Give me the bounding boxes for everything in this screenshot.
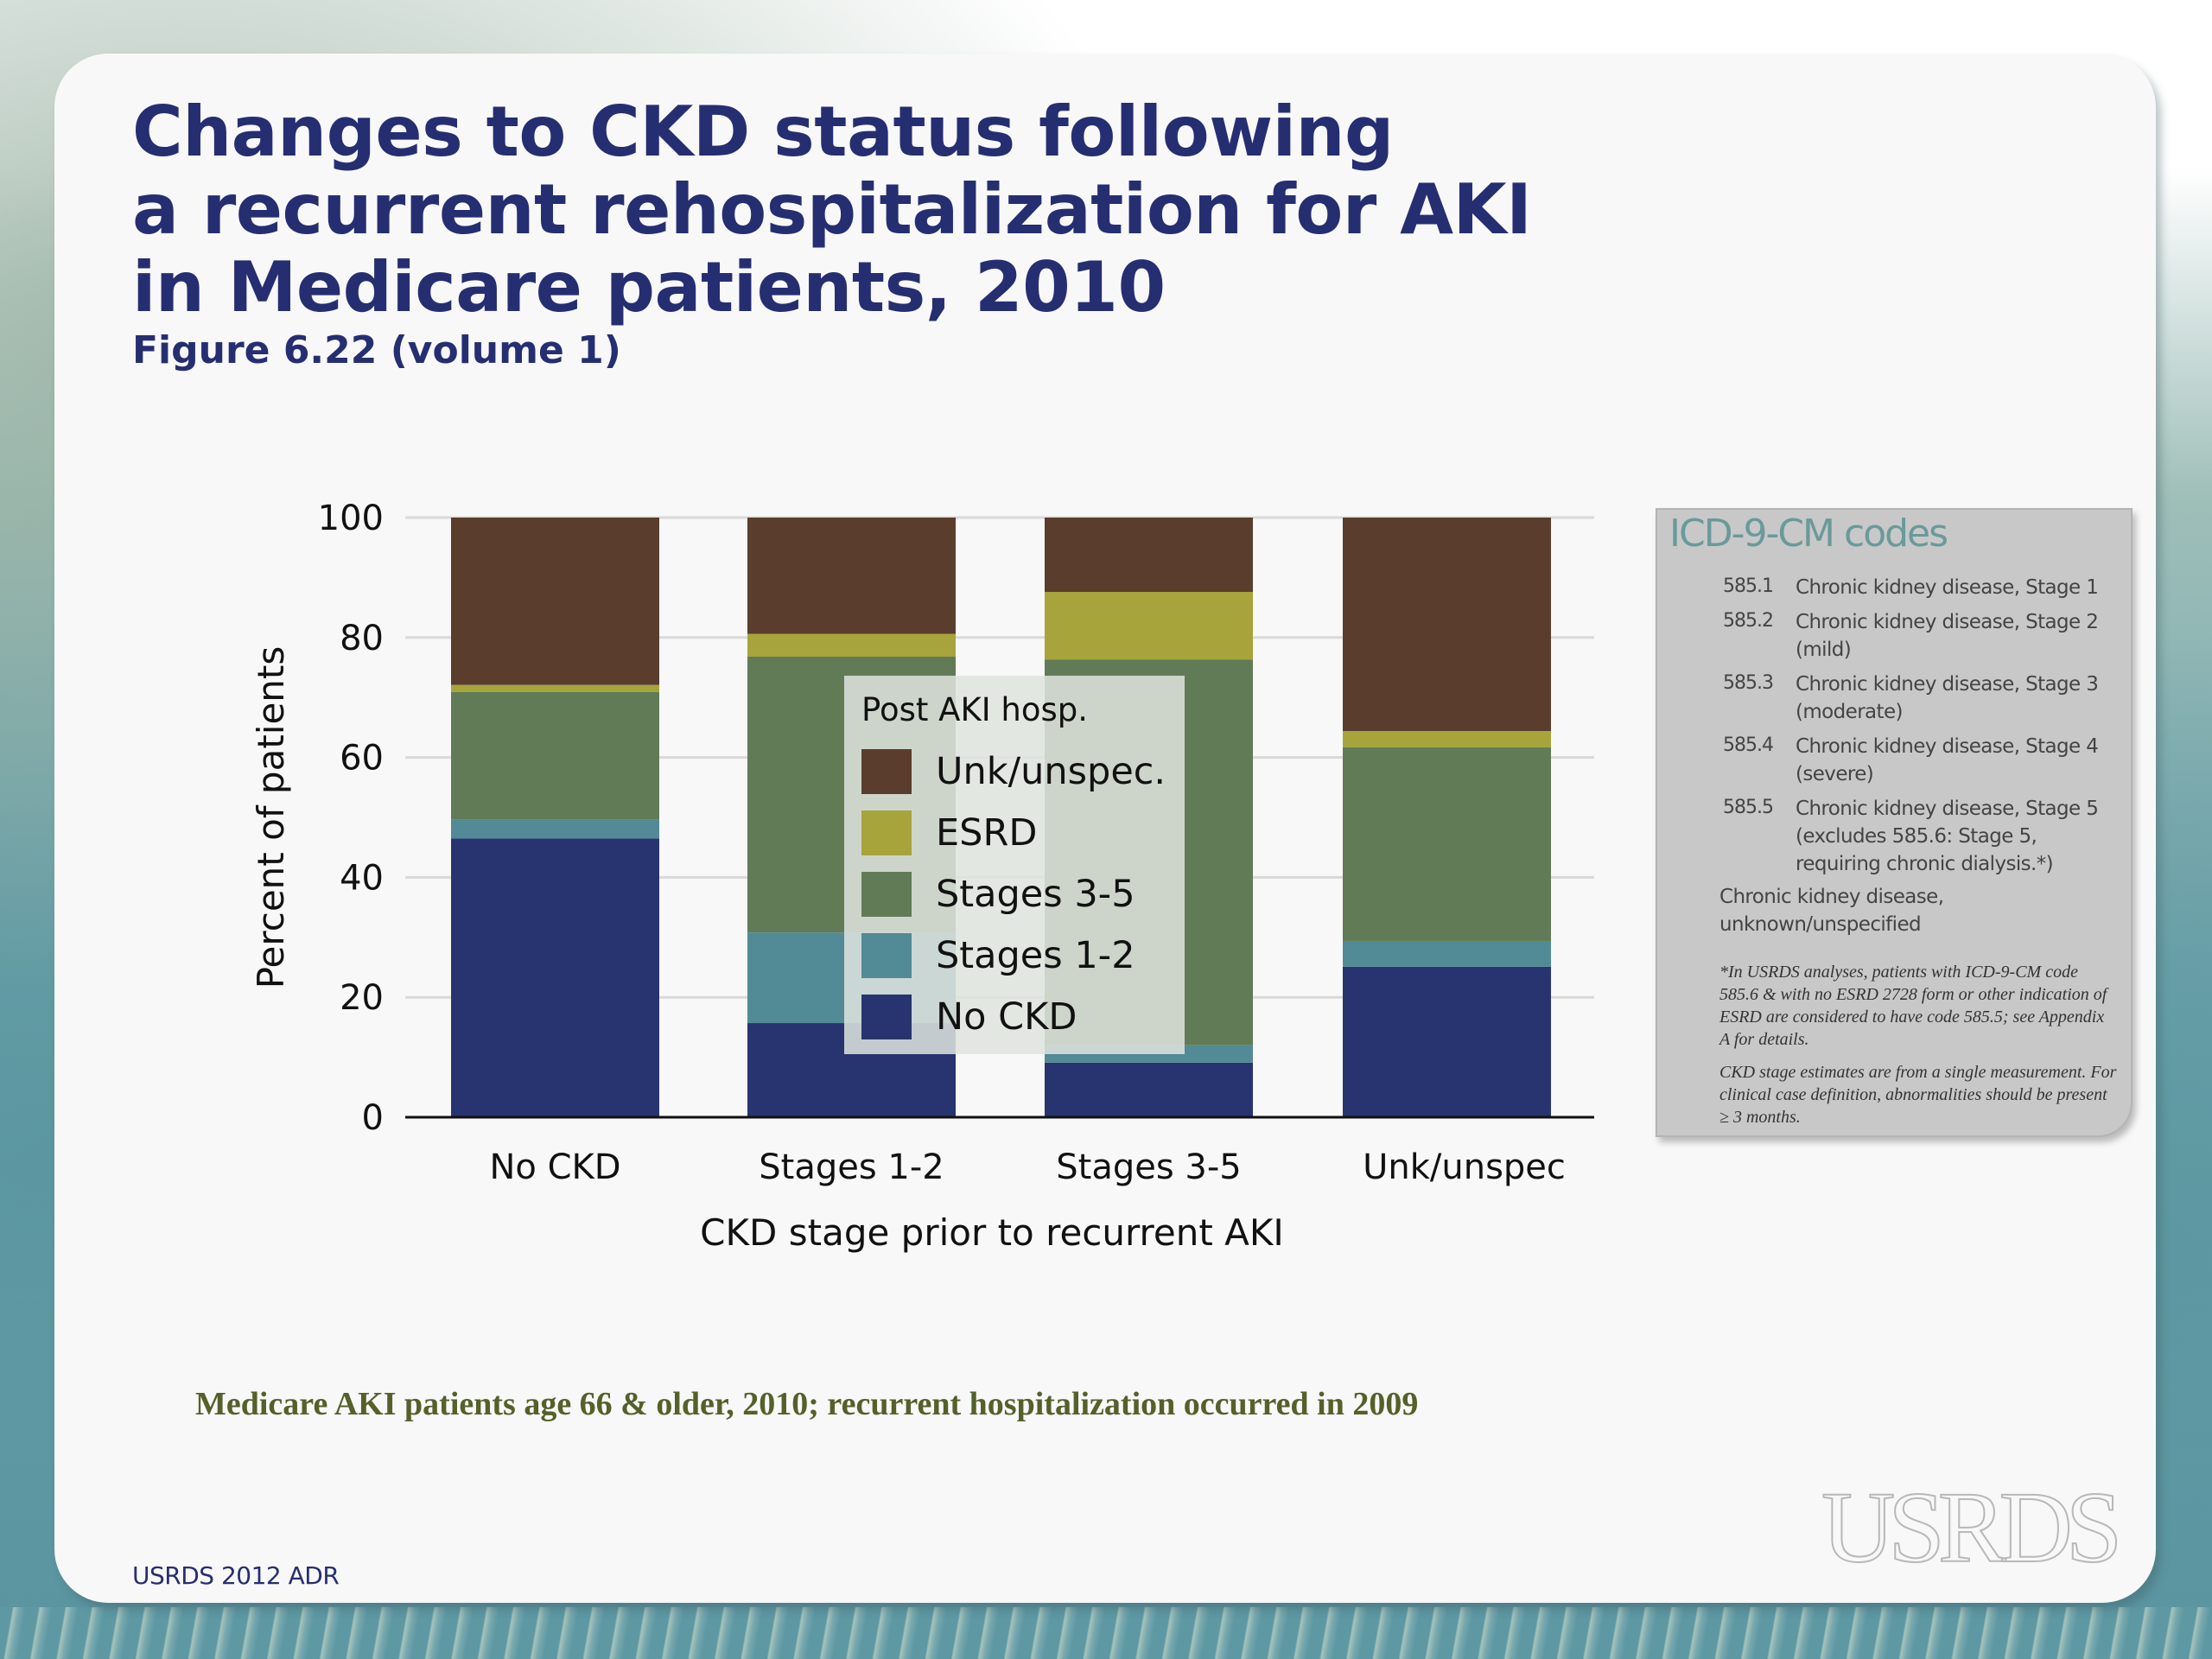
bar-segment	[747, 633, 956, 658]
icd-code: 585.2	[1723, 610, 1774, 632]
legend-label: No CKD	[936, 995, 1077, 1039]
icd-codes-panel: ICD-9-CM codes 585.1 Chronic kidney disea…	[1656, 508, 2133, 1137]
legend-swatch	[861, 810, 912, 855]
bar-segment	[1045, 592, 1253, 660]
y-tick-label: 100	[318, 499, 384, 538]
icd-code: 585.1	[1723, 575, 1774, 597]
legend-item: Stages 1-2	[861, 925, 1185, 986]
icd-code-row: 585.5 Chronic kidney disease, Stage 5 (ex…	[1723, 795, 2122, 878]
x-axis-title: CKD stage prior to recurrent AKI	[700, 1211, 1284, 1254]
legend-item: Stages 3-5	[861, 863, 1185, 925]
background-texture	[0, 1607, 2212, 1659]
legend-label: Unk/unspec.	[936, 749, 1166, 793]
bar-segment	[1343, 518, 1551, 732]
legend-item: Unk/unspec.	[861, 741, 1185, 802]
x-category-label: Stages 3-5	[1056, 1147, 1241, 1187]
footer-report-label: USRDS 2012 ADR	[132, 1561, 340, 1590]
title-line-3: in Medicare patients, 2010	[132, 247, 1166, 327]
bar-segment	[451, 518, 659, 685]
icd-panel-title: ICD-9-CM codes	[1669, 512, 1948, 556]
bar-segment	[451, 684, 659, 692]
legend-title: Post AKI hosp.	[861, 691, 1089, 728]
icd-code-row: 585.1 Chronic kidney disease, Stage 1	[1723, 574, 2122, 601]
bar-segment	[451, 819, 659, 839]
legend-swatch	[861, 932, 912, 978]
source-note: Medicare AKI patients age 66 & older, 20…	[195, 1386, 1419, 1422]
legend-swatch	[861, 994, 912, 1039]
y-tick-label: 60	[340, 739, 384, 779]
bar-segment	[1343, 731, 1551, 747]
y-tick-label: 80	[340, 619, 384, 658]
legend-swatch	[861, 871, 912, 917]
icd-code-row: 585.3 Chronic kidney disease, Stage 3 (mo…	[1723, 671, 2122, 726]
title-line-2: a recurrent rehospitalization for AKI	[132, 169, 1532, 250]
y-tick-labels: 0 20 40 60 80 100	[318, 499, 384, 1138]
bar-segment	[1045, 1062, 1253, 1117]
x-category-label: Unk/unspec	[1363, 1147, 1566, 1187]
y-tick-label: 40	[340, 858, 384, 898]
legend-label: Stages 3-5	[936, 872, 1135, 916]
icd-description: Chronic kidney disease, Stage 3 (moderat…	[1796, 673, 2099, 723]
slide-title: Changes to CKD status following a recurr…	[132, 92, 1532, 327]
icd-description: Chronic kidney disease, Stage 2 (mild)	[1796, 611, 2099, 661]
bar-segment	[451, 691, 659, 820]
ckd-stage-note: CKD stage estimates are from a single me…	[1719, 1063, 2117, 1127]
icd-code-row: 585.2 Chronic kidney disease, Stage 2 (mi…	[1723, 608, 2122, 664]
legend-item: No CKD	[861, 986, 1185, 1047]
chart-legend: Post AKI hosp. Unk/unspec. ESRD Stages 3-5…	[844, 676, 1185, 1054]
icd-code: 585.4	[1723, 734, 1774, 756]
bar-segment	[1343, 747, 1551, 941]
icd-footnote: *In USRDS analyses, patients with ICD-9-…	[1719, 963, 2107, 1049]
legend-swatch	[861, 748, 912, 794]
figure-subtitle: Figure 6.22 (volume 1)	[132, 328, 621, 372]
icd-code: 585.5	[1723, 797, 1774, 818]
icd-code: 585.3	[1723, 672, 1774, 694]
usrds-logo-icon: USRDS	[1821, 1470, 2123, 1585]
y-axis-title: Percent of patients	[250, 646, 292, 989]
y-tick-label: 0	[362, 1098, 384, 1138]
x-category-labels: No CKD Stages 1-2 Stages 3-5 Unk/unspec	[489, 1147, 1565, 1187]
icd-description: Chronic kidney disease, Stage 5 (exclude…	[1796, 798, 2099, 875]
bar-segment	[451, 838, 659, 1117]
bar-segment	[1343, 940, 1551, 967]
icd-code-list: 585.1 Chronic kidney disease, Stage 1 585.…	[1723, 574, 2122, 885]
bar-segment	[1045, 518, 1253, 593]
y-tick-label: 20	[340, 978, 384, 1018]
title-line-1: Changes to CKD status following	[132, 92, 1394, 172]
legend-label: Stages 1-2	[936, 933, 1135, 977]
bar-segment	[1343, 966, 1551, 1117]
icd-unknown-label: Chronic kidney disease, unknown/unspecif…	[1719, 886, 1944, 936]
x-category-label: No CKD	[489, 1147, 620, 1187]
x-category-label: Stages 1-2	[759, 1147, 944, 1187]
icd-code-row: 585.4 Chronic kidney disease, Stage 4 (se…	[1723, 733, 2122, 788]
icd-description: Chronic kidney disease, Stage 4 (severe)	[1796, 735, 2099, 785]
icd-description: Chronic kidney disease, Stage 1	[1796, 576, 2099, 599]
legend-item: ESRD	[861, 802, 1185, 863]
legend-label: ESRD	[936, 810, 1038, 855]
bar-segment	[747, 518, 956, 634]
